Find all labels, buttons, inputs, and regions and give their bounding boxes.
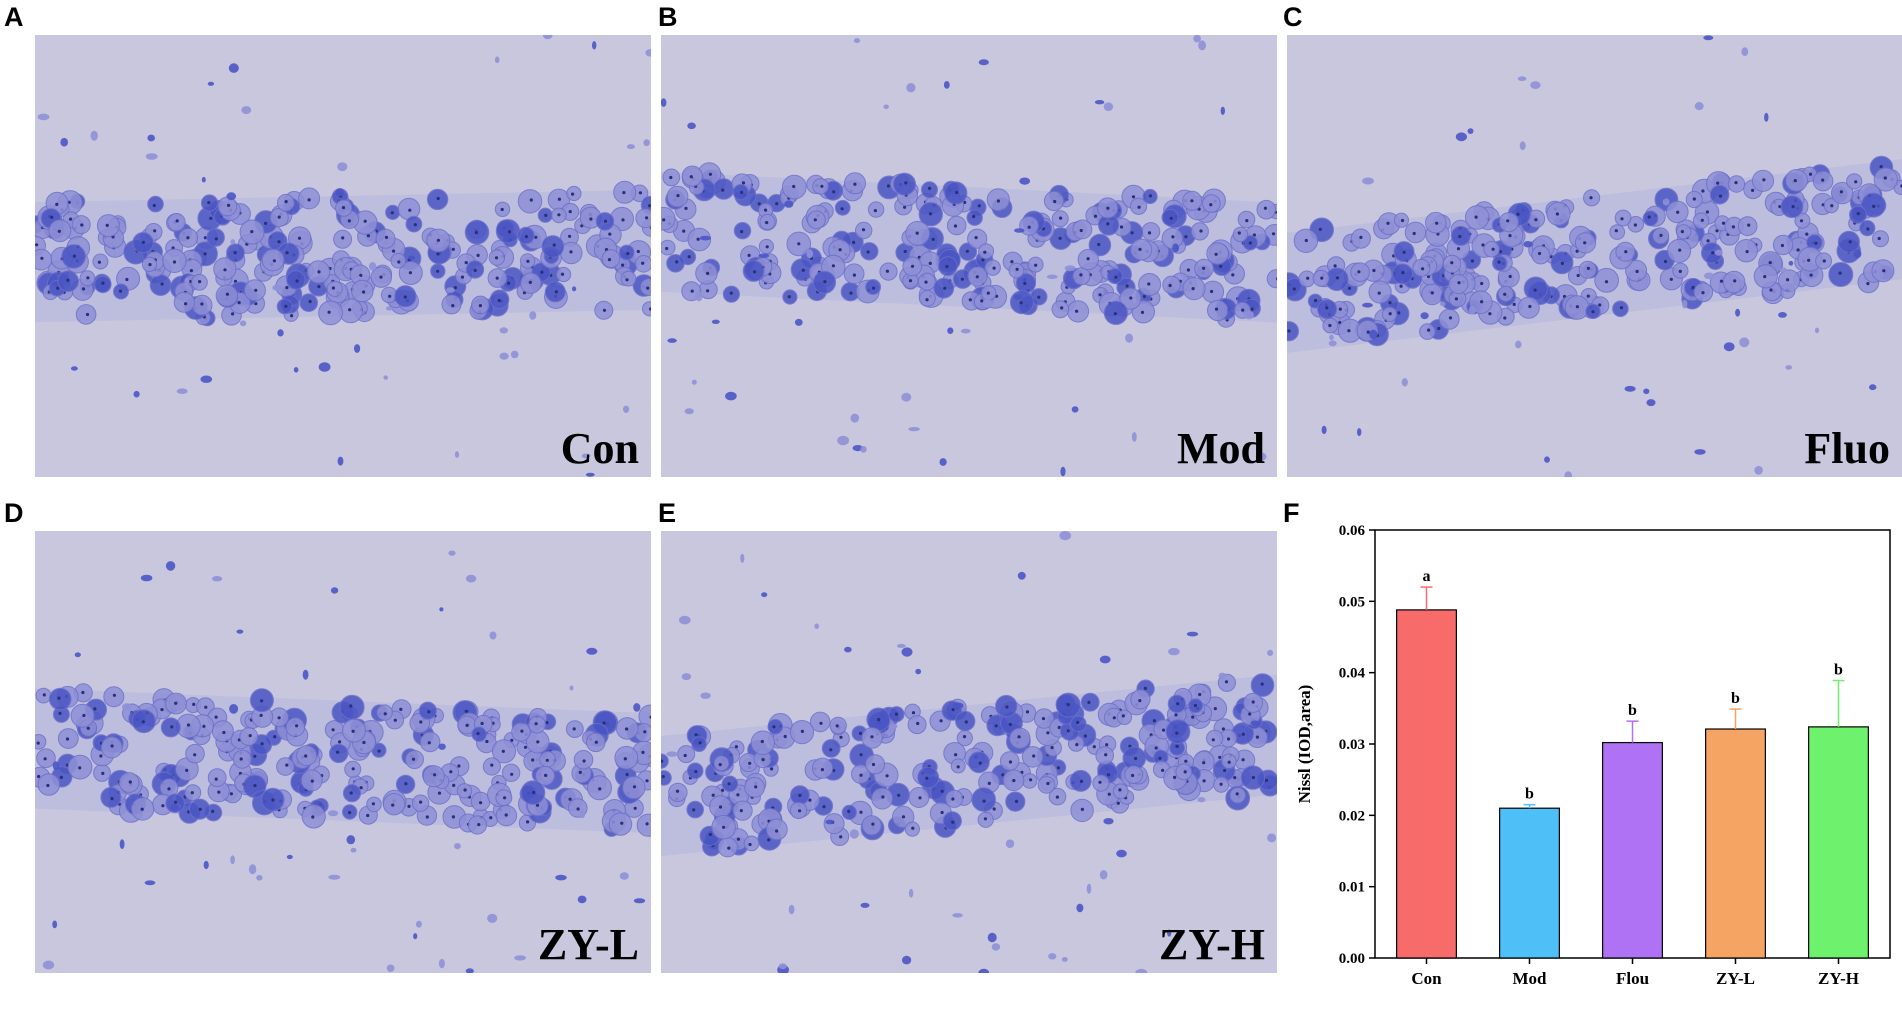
significance-label: b [1731,690,1740,707]
tissue-image-mod [661,35,1277,477]
x-tick-label: Mod [1513,969,1548,988]
y-tick-label: 0.03 [1339,737,1365,753]
tissue-image-fluo [1287,35,1902,477]
panel-letter-d: D [4,498,24,528]
x-tick-label: Con [1411,969,1442,988]
panel-letter-a: A [4,2,24,32]
y-tick-label: 0.01 [1339,880,1365,896]
micrograph-con: Con [35,35,651,477]
significance-label: b [1525,786,1534,803]
x-tick-label: ZY-L [1716,969,1755,988]
y-tick-label: 0.05 [1339,594,1365,610]
tissue-image-con [35,35,651,477]
micrograph-zy-l: ZY-L [35,531,651,973]
group-label-mod: Mod [1177,424,1265,473]
tissue-image-zy-l [35,531,651,973]
group-label-zy-h: ZY-H [1159,920,1265,969]
y-tick-label: 0.06 [1339,523,1366,539]
bar-zy-h [1808,726,1869,959]
tissue-image-zy-h [661,531,1277,973]
panel-letter-e: E [658,498,677,528]
x-tick-label: ZY-H [1818,969,1859,988]
micrograph-mod: Mod [661,35,1277,477]
group-label-con: Con [560,424,639,473]
group-label-zy-l: ZY-L [537,920,639,969]
panel-letter-f: F [1283,498,1300,528]
significance-label: a [1423,568,1431,585]
nissl-bar-chart-svg: Nissl (IOD,area) 0.00 0.01 0.02 0.03 0.04 0.0… [1295,523,1891,988]
group-label-fluo: Fluo [1804,424,1890,473]
panel-letter-b: B [658,2,678,32]
bar-mod [1499,807,1560,959]
y-tick-label: 0.04 [1339,666,1366,682]
bar-zy-l [1705,728,1766,959]
panel-letter-c: C [1283,2,1303,32]
bar-flou [1602,741,1663,959]
significance-label: b [1834,662,1843,679]
x-tick-label: Flou [1616,969,1649,988]
micrograph-fluo: Fluo [1287,35,1902,477]
bar-con [1396,609,1457,959]
nissl-bar-chart: Nissl (IOD,area) 0.00 0.01 0.02 0.03 0.04 0.0… [1290,512,1902,1006]
micrograph-zy-h: ZY-H [661,531,1277,973]
y-tick-label: 0.02 [1339,808,1365,824]
y-tick-label: 0.00 [1339,951,1365,967]
significance-label: b [1628,702,1637,719]
y-axis-label: Nissl (IOD,area) [1295,685,1314,804]
